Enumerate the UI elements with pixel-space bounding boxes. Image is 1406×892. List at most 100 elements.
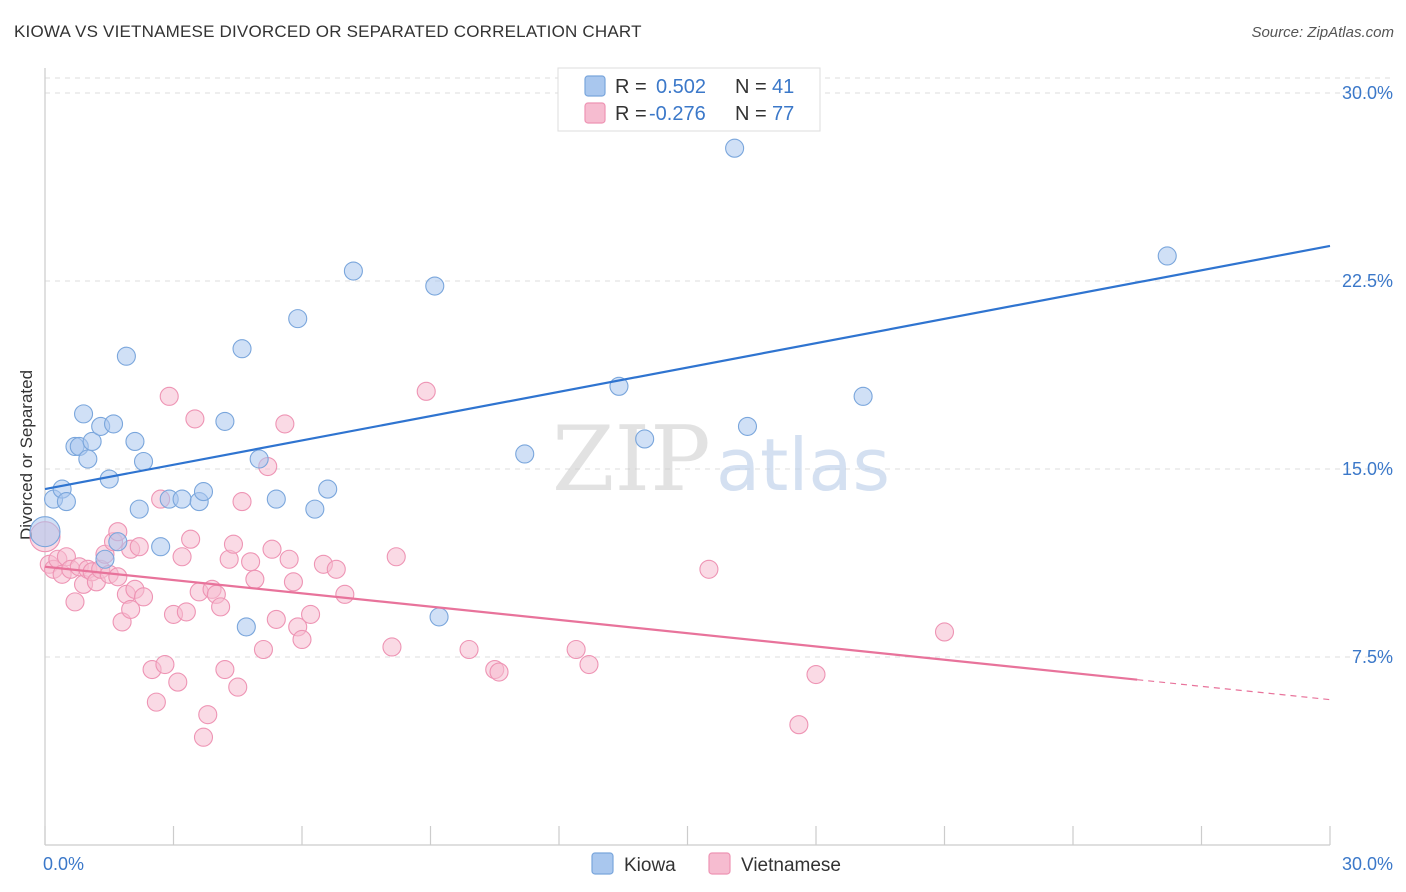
watermark-atlas: atlas — [716, 423, 890, 507]
point-vietnamese-56 — [283, 572, 303, 592]
point-kiowa-38 — [737, 416, 758, 436]
point-vietnamese-70 — [579, 654, 599, 675]
point-vietnamese-46 — [228, 677, 248, 697]
point-kiowa-29 — [305, 499, 325, 519]
point-vietnamese-55 — [279, 549, 299, 569]
point-vietnamese-62 — [335, 584, 355, 604]
x-tick-label-0: 0.0% — [43, 854, 84, 874]
legend-r-value-kiowa: 0.502 — [656, 76, 706, 98]
chart-title: KIOWA VS VIETNAMESE DIVORCED OR SEPARATE… — [14, 22, 642, 41]
point-vietnamese-35 — [181, 529, 201, 549]
point-vietnamese-36 — [185, 409, 205, 429]
point-kiowa-15 — [125, 431, 145, 452]
point-vietnamese-34 — [176, 602, 196, 622]
point-vietnamese-63 — [382, 637, 402, 657]
bottom-legend-swatch-kiowa — [591, 852, 614, 875]
source-label: Source: ZipAtlas.com — [1251, 24, 1394, 41]
point-vietnamese-42 — [211, 597, 231, 617]
bottom-legend: Kiowa Vietnamese — [591, 852, 841, 876]
y-axis-label: Divorced or Separated — [17, 370, 36, 540]
point-vietnamese-47 — [232, 492, 252, 512]
point-kiowa-25 — [236, 617, 256, 637]
legend-swatch-vietnamese — [584, 102, 606, 124]
point-vietnamese-33 — [172, 547, 192, 567]
point-vietnamese-18 — [108, 567, 128, 587]
point-kiowa-7 — [78, 449, 98, 469]
trend-line-vietnamese-extension — [1137, 679, 1331, 701]
watermark: ZIP atlas — [552, 407, 890, 512]
watermark-zip: ZIP — [552, 407, 711, 512]
point-vietnamese-59 — [301, 604, 321, 624]
y-tick-label-0: 7.5% — [1352, 647, 1393, 667]
point-vietnamese-29 — [155, 654, 175, 675]
legend-n-label-kiowa: N = — [735, 76, 767, 98]
point-vietnamese-72 — [789, 715, 809, 735]
point-kiowa-22 — [193, 482, 214, 502]
point-kiowa-28 — [288, 309, 308, 329]
point-vietnamese-68 — [489, 662, 509, 682]
point-kiowa-37 — [725, 138, 745, 158]
y-tick-label-1: 15.0% — [1342, 459, 1393, 479]
point-vietnamese-64 — [386, 547, 406, 567]
point-kiowa-0 — [29, 516, 61, 548]
point-kiowa-32 — [425, 276, 445, 296]
point-vietnamese-22 — [121, 599, 141, 619]
point-vietnamese-73 — [806, 665, 826, 685]
point-kiowa-26 — [249, 449, 269, 469]
point-kiowa-24 — [232, 339, 252, 359]
point-kiowa-3 — [56, 492, 76, 512]
x-tick-label-1: 30.0% — [1342, 854, 1393, 874]
point-kiowa-6 — [74, 404, 94, 424]
axes — [44, 68, 1331, 846]
y-tick-label-2: 22.5% — [1342, 271, 1393, 291]
data-points — [29, 138, 1177, 747]
trend-lines — [44, 244, 1331, 701]
trend-line-kiowa — [44, 244, 1331, 491]
point-kiowa-17 — [133, 451, 154, 472]
bottom-legend-kiowa: Kiowa — [624, 855, 676, 876]
point-kiowa-33 — [429, 607, 449, 627]
point-vietnamese-30 — [159, 386, 179, 406]
point-vietnamese-54 — [275, 414, 295, 434]
point-vietnamese-52 — [262, 539, 282, 559]
point-vietnamese-74 — [934, 622, 955, 642]
point-vietnamese-49 — [245, 569, 265, 589]
legend-swatch-kiowa — [584, 75, 606, 97]
point-vietnamese-69 — [566, 639, 586, 660]
point-vietnamese-50 — [253, 639, 274, 660]
point-vietnamese-48 — [241, 552, 261, 572]
point-vietnamese-25 — [133, 587, 154, 607]
point-vietnamese-7 — [65, 592, 85, 612]
point-kiowa-27 — [266, 489, 286, 509]
point-kiowa-18 — [151, 537, 171, 557]
point-vietnamese-53 — [266, 609, 286, 629]
legend-n-value-vietnamese: 77 — [772, 103, 794, 125]
legend: R = 0.502 N = 41 R = -0.276 N = 77 — [557, 67, 821, 132]
point-vietnamese-61 — [326, 559, 346, 579]
point-kiowa-13 — [108, 532, 128, 552]
point-vietnamese-24 — [129, 537, 149, 557]
point-vietnamese-32 — [168, 672, 188, 692]
point-kiowa-30 — [318, 479, 338, 499]
point-vietnamese-27 — [146, 692, 166, 712]
point-kiowa-23 — [215, 411, 235, 431]
point-kiowa-20 — [172, 489, 192, 509]
point-kiowa-12 — [103, 414, 124, 434]
legend-n-label-vietnamese: N = — [735, 103, 767, 125]
point-kiowa-8 — [82, 431, 102, 452]
point-vietnamese-43 — [215, 659, 235, 680]
bottom-legend-swatch-vietnamese — [708, 852, 731, 875]
point-vietnamese-66 — [459, 639, 479, 660]
legend-r-label-kiowa: R = — [615, 76, 647, 98]
point-vietnamese-45 — [223, 534, 244, 554]
point-vietnamese-39 — [198, 705, 218, 725]
y-tick-label-3: 30.0% — [1342, 83, 1393, 103]
point-kiowa-16 — [129, 499, 149, 519]
point-kiowa-14 — [116, 346, 136, 366]
legend-r-value-vietnamese: -0.276 — [649, 103, 706, 125]
point-vietnamese-71 — [699, 559, 719, 579]
point-vietnamese-58 — [292, 629, 312, 650]
trend-line-vietnamese — [44, 565, 1138, 681]
bottom-legend-vietnamese: Vietnamese — [741, 855, 841, 876]
